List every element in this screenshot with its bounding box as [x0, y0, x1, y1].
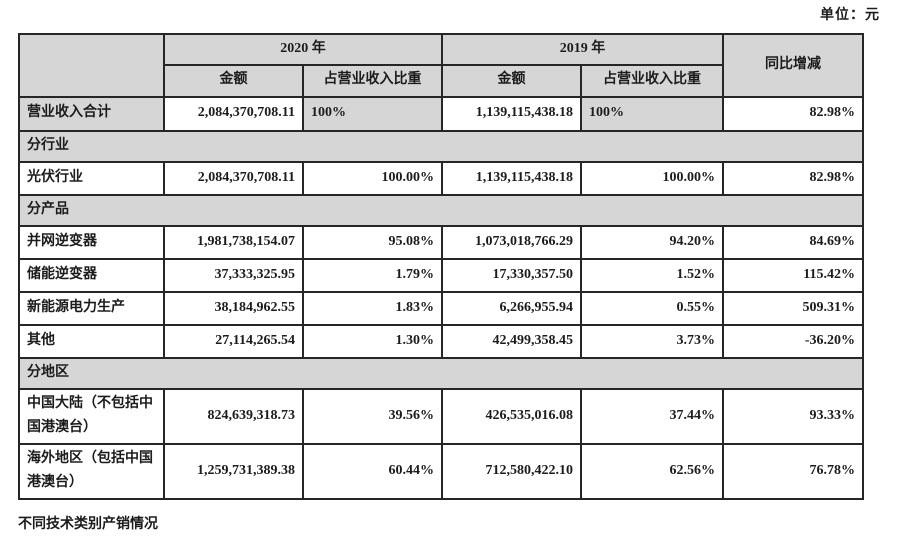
ratio-2020-cell: 39.56%: [302, 387, 443, 445]
ratio-2019-cell: 1.52%: [580, 257, 724, 293]
corner-blank-cell: [18, 33, 165, 98]
amount-2019-header: 金额: [441, 63, 582, 98]
ratio-2019-cell: 62.56%: [580, 442, 724, 500]
ratio-2020-cell: 1.79%: [302, 257, 443, 293]
yoy-cell: 93.33%: [722, 387, 864, 445]
table-row: 储能逆变器 37,333,325.95 1.79% 17,330,357.50 1.52…: [18, 257, 864, 293]
ratio-2020-header: 占营业收入比重: [302, 63, 443, 98]
section-row: 分行业: [18, 129, 864, 163]
amount-2020-cell: 27,114,265.54: [163, 323, 304, 359]
amount-2019-cell: 17,330,357.50: [441, 257, 582, 293]
label-cell: 营业收入合计: [18, 95, 165, 132]
footer-note: 不同技术类别产销情况: [18, 517, 158, 532]
label-cell: 分地区: [18, 356, 864, 390]
label-cell: 新能源电力生产: [18, 290, 165, 326]
revenue-breakdown-table: 2020 年 2019 年 同比增减 金额 占营业收入比重 金额 占营业收入比重…: [18, 33, 864, 500]
table-body: 营业收入合计 2,084,370,708.11 100% 1,139,115,438.…: [18, 95, 864, 500]
yoy-cell: 509.31%: [722, 290, 864, 326]
amount-2020-cell: 2,084,370,708.11: [163, 160, 304, 196]
yoy-cell: 84.69%: [722, 224, 864, 260]
ratio-2020-cell: 1.83%: [302, 290, 443, 326]
amount-2019-cell: 1,073,018,766.29: [441, 224, 582, 260]
unit-label: 单位：元: [820, 8, 880, 23]
year-header-row: 2020 年 2019 年 同比增减: [18, 33, 864, 98]
yoy-change-header: 同比增减: [722, 33, 864, 98]
amount-2020-header: 金额: [163, 63, 304, 98]
ratio-2019-cell: 37.44%: [580, 387, 724, 445]
table-row: 中国大陆（不包括中国港澳台） 824,639,318.73 39.56% 426,53…: [18, 387, 864, 445]
yoy-cell: 76.78%: [722, 442, 864, 500]
ratio-2019-cell: 100%: [580, 95, 724, 132]
table-row: 光伏行业 2,084,370,708.11 100.00% 1,139,115,438…: [18, 160, 864, 196]
year-2020-header: 2020 年: [163, 33, 443, 66]
label-cell: 光伏行业: [18, 160, 165, 196]
ratio-2019-cell: 94.20%: [580, 224, 724, 260]
table-row: 其他 27,114,265.54 1.30% 42,499,358.45 3.73% -3…: [18, 323, 864, 359]
ratio-2020-cell: 95.08%: [302, 224, 443, 260]
ratio-2020-cell: 100.00%: [302, 160, 443, 196]
label-cell: 分产品: [18, 193, 864, 227]
section-row: 分产品: [18, 193, 864, 227]
yoy-cell: 115.42%: [722, 257, 864, 293]
yoy-cell: 82.98%: [722, 160, 864, 196]
amount-2020-cell: 2,084,370,708.11: [163, 95, 304, 132]
table-row: 并网逆变器 1,981,738,154.07 95.08% 1,073,018,766…: [18, 224, 864, 260]
ratio-2019-cell: 100.00%: [580, 160, 724, 196]
ratio-2019-cell: 0.55%: [580, 290, 724, 326]
label-cell: 并网逆变器: [18, 224, 165, 260]
ratio-2019-header: 占营业收入比重: [580, 63, 724, 98]
amount-2019-cell: 1,139,115,438.18: [441, 95, 582, 132]
amount-2020-cell: 1,981,738,154.07: [163, 224, 304, 260]
amount-2020-cell: 1,259,731,389.38: [163, 442, 304, 500]
table-row: 海外地区（包括中国港澳台） 1,259,731,389.38 60.44% 712,5…: [18, 442, 864, 500]
amount-2020-cell: 38,184,962.55: [163, 290, 304, 326]
amount-2019-cell: 426,535,016.08: [441, 387, 582, 445]
amount-2019-cell: 712,580,422.10: [441, 442, 582, 500]
label-cell: 中国大陆（不包括中国港澳台）: [18, 387, 165, 445]
yoy-cell: -36.20%: [722, 323, 864, 359]
amount-2020-cell: 824,639,318.73: [163, 387, 304, 445]
label-cell: 储能逆变器: [18, 257, 165, 293]
label-cell: 其他: [18, 323, 165, 359]
ratio-2019-cell: 3.73%: [580, 323, 724, 359]
ratio-2020-cell: 100%: [302, 95, 443, 132]
label-cell: 分行业: [18, 129, 864, 163]
table-row: 新能源电力生产 38,184,962.55 1.83% 6,266,955.94 0.5…: [18, 290, 864, 326]
yoy-cell: 82.98%: [722, 95, 864, 132]
section-row: 分地区: [18, 356, 864, 390]
sub-header-row: 金额 占营业收入比重 金额 占营业收入比重: [19, 63, 863, 98]
amount-2019-cell: 6,266,955.94: [441, 290, 582, 326]
table-row: 营业收入合计 2,084,370,708.11 100% 1,139,115,438.…: [18, 95, 864, 132]
year-2019-header: 2019 年: [441, 33, 724, 66]
amount-2019-cell: 1,139,115,438.18: [441, 160, 582, 196]
label-cell: 海外地区（包括中国港澳台）: [18, 442, 165, 500]
ratio-2020-cell: 60.44%: [302, 442, 443, 500]
amount-2020-cell: 37,333,325.95: [163, 257, 304, 293]
amount-2019-cell: 42,499,358.45: [441, 323, 582, 359]
ratio-2020-cell: 1.30%: [302, 323, 443, 359]
